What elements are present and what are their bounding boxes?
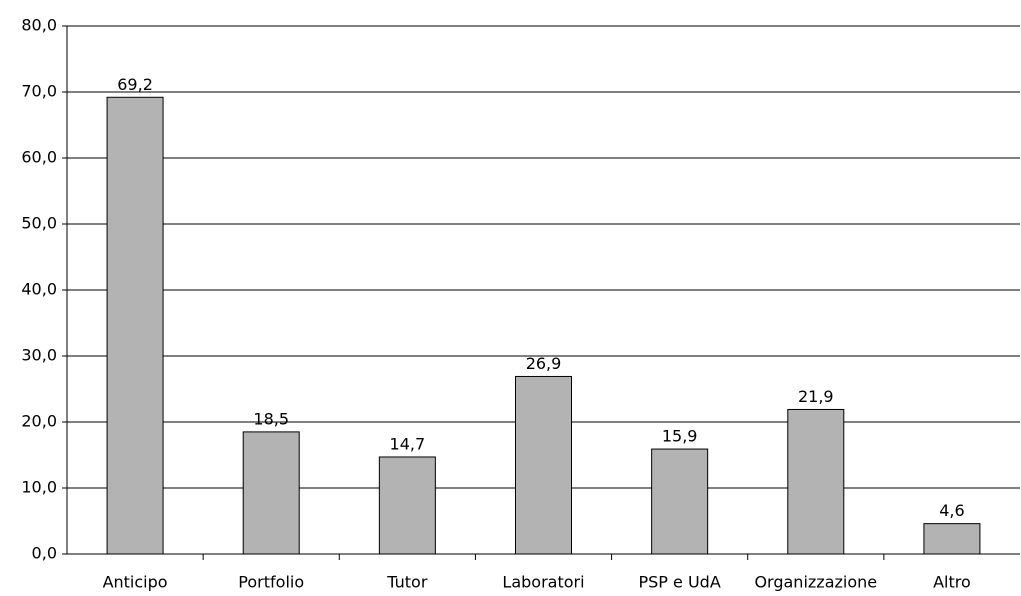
bar [787,408,845,555]
y-tick-label: 40,0 [21,280,57,299]
data-label: 15,9 [662,427,698,446]
data-label: 4,6 [939,501,964,520]
data-label: 26,9 [526,354,562,373]
y-tick-label: 80,0 [21,16,57,35]
y-tick-label: 30,0 [21,346,57,365]
bar [651,448,709,555]
bar [378,456,436,555]
x-tick-label: PSP e UdA [639,573,721,592]
y-tick-label: 70,0 [21,82,57,101]
y-tick-label: 60,0 [21,148,57,167]
data-label: 18,5 [253,409,289,428]
x-tick-label: Organizzazione [754,573,877,592]
x-tick-label: Portfolio [238,573,304,592]
bar [923,523,981,555]
x-tick-label: Altro [933,573,971,592]
data-label: 69,2 [117,75,153,94]
bar [515,375,572,555]
y-tick-label: 10,0 [21,478,57,497]
x-tick-label: Tutor [386,573,428,592]
bar [242,431,300,555]
x-tick-label: Laboratori [502,573,584,592]
bar [106,96,164,555]
y-tick-label: 0,0 [32,544,57,563]
y-tick-label: 20,0 [21,412,57,431]
data-label: 21,9 [798,387,834,406]
y-tick-label: 50,0 [21,214,57,233]
x-tick-label: Anticipo [103,573,168,592]
data-label: 14,7 [390,434,426,453]
